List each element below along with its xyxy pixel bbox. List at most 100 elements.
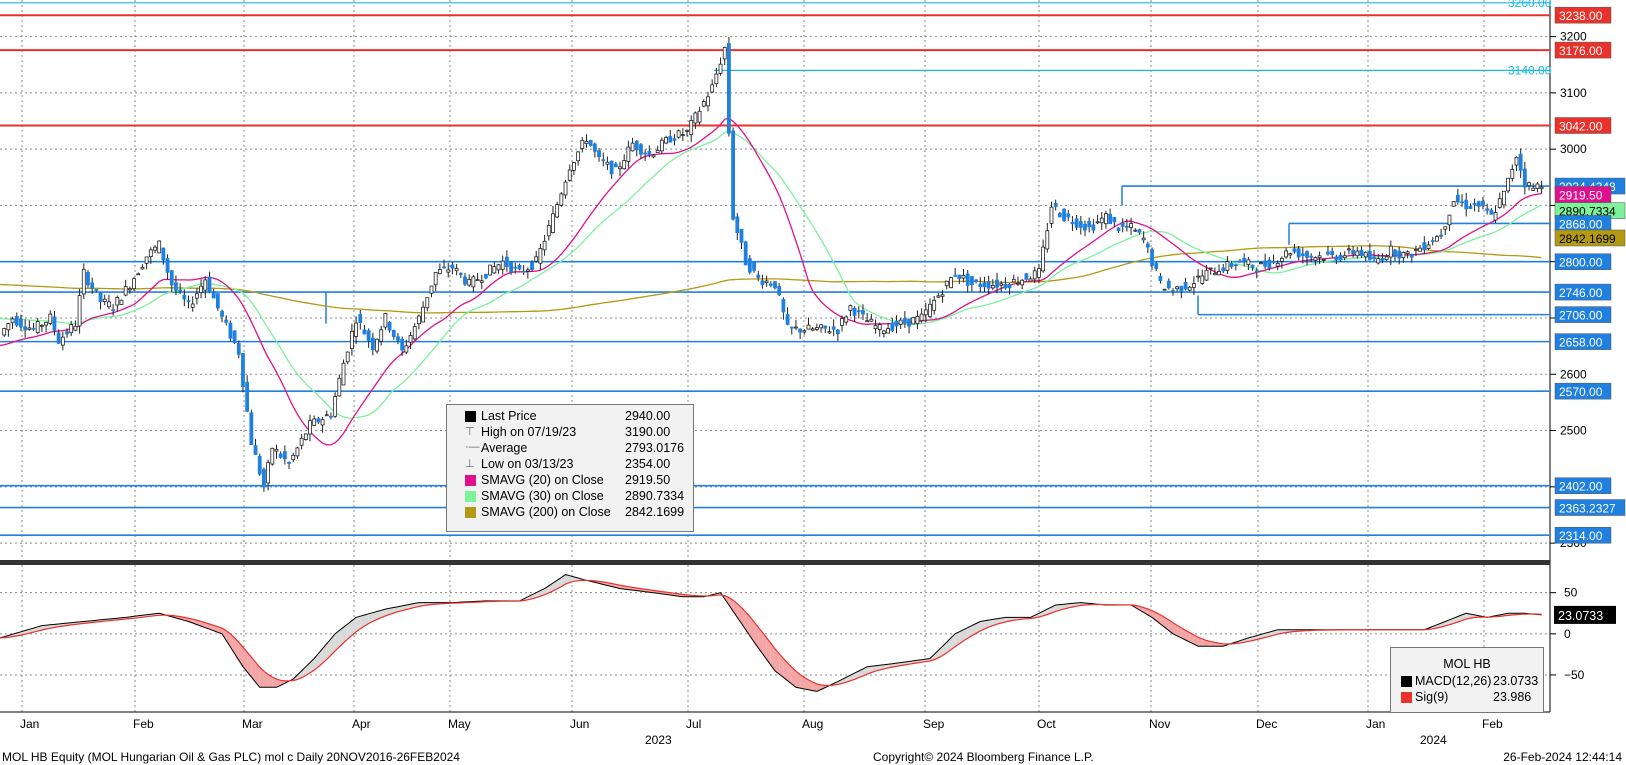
candle-body bbox=[1196, 275, 1201, 278]
legend-row: Last Price 2940.00 bbox=[447, 409, 693, 425]
month-label: Jun bbox=[570, 717, 589, 731]
macd-fill bbox=[557, 577, 562, 589]
candle-body bbox=[1447, 214, 1452, 226]
candle-body bbox=[622, 160, 627, 170]
candle-body bbox=[333, 396, 338, 417]
candle-body bbox=[77, 295, 82, 327]
candle-body bbox=[1430, 240, 1435, 243]
legend-marker-icon: ·— bbox=[465, 441, 480, 453]
candle-body bbox=[978, 283, 983, 288]
candle-body bbox=[861, 310, 865, 315]
legend-row: SMAVG (20) on Close 2919.50 bbox=[447, 473, 693, 489]
candle-body bbox=[127, 288, 132, 291]
macd-last-tag bbox=[1554, 605, 1616, 624]
candle-body bbox=[1095, 221, 1100, 224]
candle-body bbox=[856, 310, 861, 313]
sma-30-line bbox=[0, 130, 1542, 419]
macd-fill bbox=[242, 647, 248, 672]
candle-body bbox=[1024, 273, 1029, 280]
candle-body bbox=[835, 329, 840, 335]
candle-body bbox=[433, 272, 438, 286]
candle-body bbox=[1313, 257, 1318, 261]
macd-tick-label: −50 bbox=[1564, 668, 1585, 682]
candle-body bbox=[86, 272, 90, 286]
price-tag-label: 2800.00 bbox=[1559, 256, 1603, 270]
candle-body bbox=[752, 262, 756, 271]
candle-body bbox=[182, 295, 187, 300]
candle-body bbox=[1284, 250, 1288, 258]
macd-fill bbox=[992, 618, 998, 626]
candle-body bbox=[400, 338, 405, 351]
candle-body bbox=[379, 329, 384, 342]
candle-body bbox=[362, 329, 367, 335]
candle-body bbox=[274, 448, 279, 452]
candle-body bbox=[1242, 257, 1247, 262]
candle-body bbox=[207, 276, 212, 293]
candle-body bbox=[186, 300, 191, 303]
legend-value: 2940.00 bbox=[625, 409, 671, 423]
candle-body bbox=[492, 266, 497, 274]
candle-body bbox=[697, 110, 702, 123]
candle-body bbox=[220, 310, 224, 317]
candle-body bbox=[48, 313, 53, 324]
macd-fill bbox=[749, 616, 755, 643]
legend-row: SMAVG (30) on Close 2890.7334 bbox=[447, 489, 693, 505]
macd-fill bbox=[795, 671, 801, 689]
candle-body bbox=[932, 299, 937, 311]
price-tag bbox=[1554, 253, 1612, 270]
candle-body bbox=[1472, 203, 1477, 206]
legend-label: Low on 03/13/23 bbox=[481, 457, 574, 471]
candle-body bbox=[500, 260, 505, 270]
month-label: Aug bbox=[802, 717, 823, 731]
candle-body bbox=[823, 325, 828, 329]
candle-body bbox=[1137, 229, 1142, 233]
candle-body bbox=[174, 282, 178, 291]
candle-body bbox=[69, 324, 74, 334]
candle-body bbox=[157, 240, 162, 254]
month-label: Feb bbox=[1482, 717, 1503, 731]
candle-body bbox=[1259, 262, 1263, 265]
candle-body bbox=[1238, 260, 1242, 263]
candle-body bbox=[747, 258, 752, 273]
price-tag bbox=[1554, 333, 1612, 350]
candle-body bbox=[1016, 282, 1020, 285]
candle-body bbox=[735, 216, 740, 234]
macd-fill bbox=[1457, 614, 1463, 623]
candle-body bbox=[94, 288, 99, 291]
candle-body bbox=[232, 330, 237, 344]
candle-body bbox=[877, 324, 882, 330]
candle-body bbox=[56, 332, 61, 344]
candle-body bbox=[1162, 288, 1167, 291]
candle-body bbox=[844, 316, 849, 323]
legend-value: 2842.1699 bbox=[625, 505, 685, 519]
candle-body bbox=[1150, 249, 1154, 266]
candle-body bbox=[1045, 230, 1050, 250]
candle-body bbox=[1497, 198, 1502, 208]
macd-fill bbox=[335, 630, 340, 651]
candle-body bbox=[659, 139, 664, 152]
macd-fill bbox=[787, 662, 792, 685]
price-tag bbox=[1554, 117, 1612, 134]
candle-body bbox=[148, 249, 153, 257]
candle-body bbox=[806, 324, 811, 330]
candle-body bbox=[1041, 246, 1046, 272]
macd-legend: MOL HB MACD(12,26) 23.0733 Sig(9) 23.986 bbox=[1390, 647, 1544, 713]
macd-fill bbox=[1177, 625, 1182, 638]
candle-body bbox=[1527, 182, 1531, 187]
macd-fill bbox=[280, 680, 285, 686]
footer-timestamp: 26-Feb-2024 12:44:14 bbox=[1503, 750, 1622, 764]
macd-fill bbox=[1189, 632, 1194, 645]
candle-body bbox=[743, 241, 748, 266]
candle-body bbox=[1133, 229, 1138, 232]
candle-body bbox=[446, 269, 451, 273]
candle-body bbox=[1028, 278, 1033, 282]
candle-body bbox=[2, 328, 7, 336]
candle-body bbox=[228, 322, 233, 339]
macd-fill bbox=[561, 574, 566, 587]
price-tag-label: 2919.50 bbox=[1559, 188, 1603, 202]
candle-body bbox=[819, 324, 823, 329]
candle-body bbox=[525, 269, 530, 272]
candle-body bbox=[278, 453, 283, 458]
candle-body bbox=[1372, 256, 1376, 260]
candle-body bbox=[199, 285, 203, 294]
